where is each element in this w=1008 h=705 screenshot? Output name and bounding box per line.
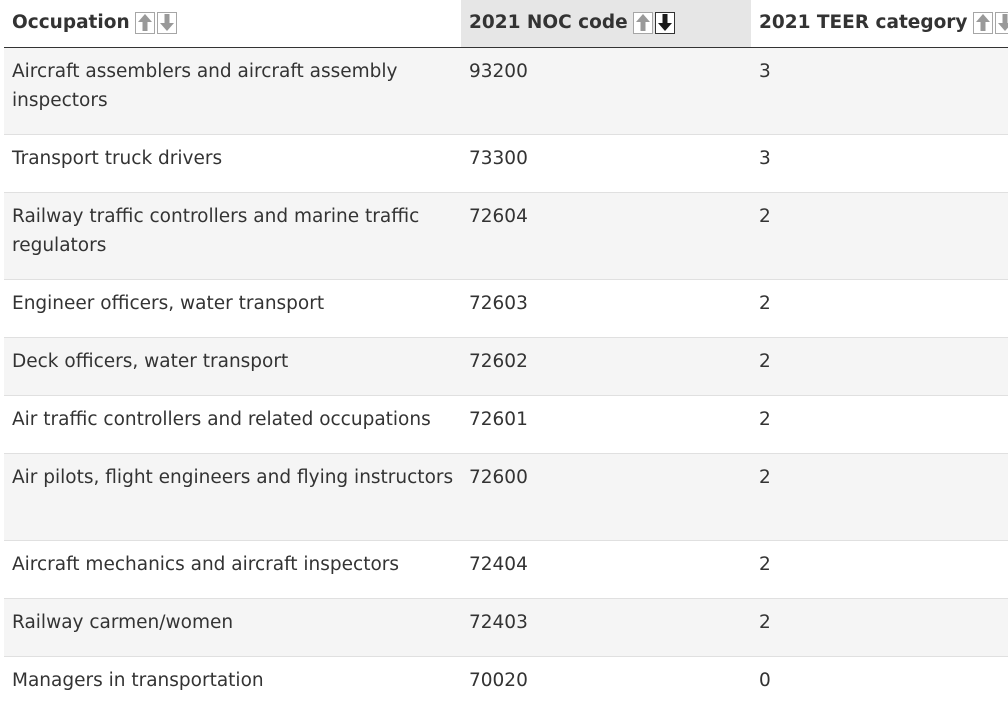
cell-noc-code: 72404 [461,540,751,599]
arrow-down-icon [159,14,174,31]
sort-descending-button[interactable] [156,11,177,34]
cell-noc-code: 93200 [461,47,751,135]
table-row: Air traffic controllers and related occu… [4,395,1008,454]
column-header-label: 2021 TEER category [759,12,968,33]
cell-teer-category: 3 [751,47,1008,135]
sort-ascending-button[interactable] [134,11,155,34]
table-row: Aircraft assemblers and aircraft assembl… [4,47,1008,135]
table-row: Railway traffic controllers and marine t… [4,192,1008,280]
cell-noc-code: 72602 [461,337,751,396]
arrow-down-icon [657,14,672,31]
cell-teer-category: 2 [751,598,1008,657]
cell-noc-code: 72600 [461,453,751,541]
cell-noc-code: 73300 [461,134,751,193]
table-body: Aircraft assemblers and aircraft assembl… [4,47,1008,705]
sort-ascending-button[interactable] [632,11,653,34]
cell-teer-category: 3 [751,134,1008,193]
table-row: Managers in transportation 70020 0 [4,656,1008,705]
cell-teer-category: 2 [751,540,1008,599]
table-header-row: Occupation [4,0,1008,48]
cell-occupation: Aircraft assemblers and aircraft assembl… [4,47,461,135]
cell-occupation: Transport truck drivers [4,134,461,193]
column-header-occupation: Occupation [4,0,461,48]
column-header-label: Occupation [12,12,130,33]
arrow-down-icon [997,14,1008,31]
cell-teer-category: 0 [751,656,1008,705]
cell-teer-category: 2 [751,395,1008,454]
cell-occupation: Deck officers, water transport [4,337,461,396]
table-row: Aircraft mechanics and aircraft inspecto… [4,540,1008,599]
occupations-table: Occupation [4,0,1008,705]
arrow-up-icon [137,14,152,31]
cell-teer-category: 2 [751,453,1008,541]
cell-teer-category: 2 [751,279,1008,338]
column-header-label: 2021 NOC code [469,12,628,33]
sort-controls [972,11,1008,34]
sort-controls [134,11,177,34]
column-header-teer-category: 2021 TEER category [751,0,1008,48]
arrow-up-icon [635,14,650,31]
table-row: Railway carmen/women 72403 2 [4,598,1008,657]
cell-noc-code: 72403 [461,598,751,657]
table-row: Air pilots, flight engineers and flying … [4,453,1008,541]
cell-noc-code: 72604 [461,192,751,280]
sort-controls [632,11,675,34]
cell-noc-code: 70020 [461,656,751,705]
cell-noc-code: 72603 [461,279,751,338]
sort-descending-button[interactable] [994,11,1008,34]
cell-teer-category: 2 [751,192,1008,280]
cell-occupation: Railway traffic controllers and marine t… [4,192,461,280]
cell-noc-code: 72601 [461,395,751,454]
cell-occupation: Engineer officers, water transport [4,279,461,338]
cell-occupation: Air pilots, flight engineers and flying … [4,453,461,541]
column-header-noc-code: 2021 NOC code [461,0,751,48]
table-row: Transport truck drivers 73300 3 [4,134,1008,193]
cell-occupation: Managers in transportation [4,656,461,705]
cell-occupation: Railway carmen/women [4,598,461,657]
cell-occupation: Aircraft mechanics and aircraft inspecto… [4,540,461,599]
arrow-up-icon [975,14,990,31]
sort-descending-button[interactable] [654,11,675,34]
table-row: Deck officers, water transport 72602 2 [4,337,1008,396]
table-row: Engineer officers, water transport 72603… [4,279,1008,338]
cell-teer-category: 2 [751,337,1008,396]
sort-ascending-button[interactable] [972,11,993,34]
cell-occupation: Air traffic controllers and related occu… [4,395,461,454]
